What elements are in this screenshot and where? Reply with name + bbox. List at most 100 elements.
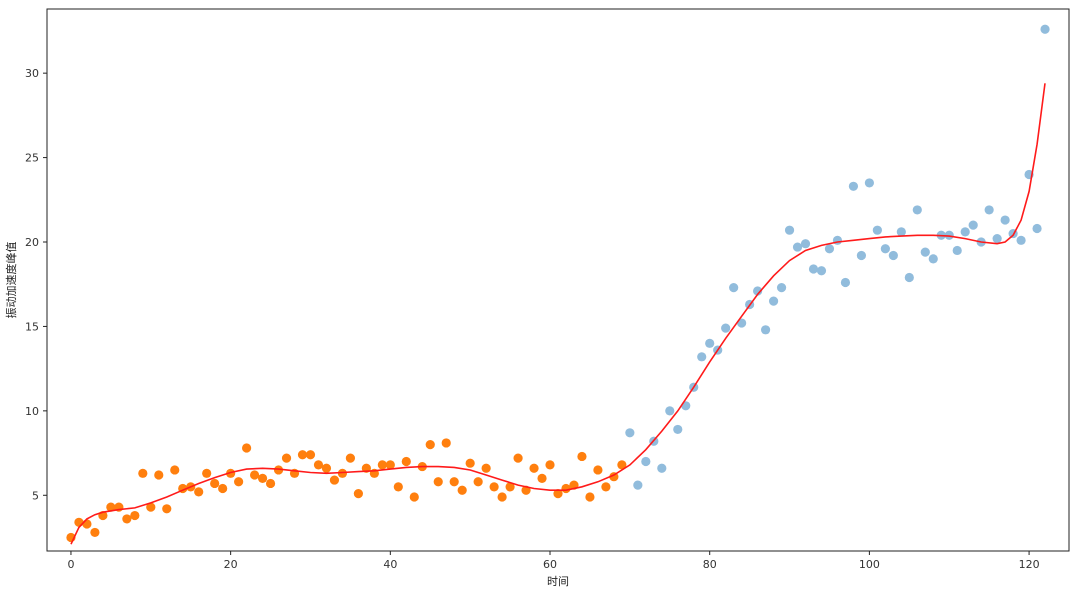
orange-point <box>90 527 100 538</box>
blue-point <box>824 244 835 254</box>
blue-point <box>968 220 978 230</box>
blue-point <box>944 230 954 240</box>
orange-point <box>154 470 164 480</box>
y-tick-label: 20 <box>25 236 39 249</box>
orange-point <box>441 438 451 448</box>
orange-point <box>473 477 483 487</box>
x-tick-label: 20 <box>224 558 238 571</box>
orange-point <box>529 463 539 473</box>
x-tick-label: 60 <box>543 558 557 571</box>
x-axis-label: 时间 <box>547 575 569 588</box>
orange-scatter-series <box>66 438 627 543</box>
blue-point <box>960 227 970 237</box>
y-axis-label: 振动加速度峰值 <box>4 242 18 319</box>
orange-point <box>425 440 435 450</box>
blue-point <box>1000 215 1010 225</box>
axes-frame <box>46 8 1070 552</box>
blue-point <box>776 282 787 293</box>
orange-point <box>226 468 236 478</box>
orange-point <box>377 460 387 470</box>
orange-point <box>82 519 92 529</box>
blue-point <box>864 178 874 188</box>
orange-point <box>297 450 308 460</box>
orange-point <box>345 453 356 463</box>
orange-point <box>601 482 611 492</box>
orange-point <box>234 477 244 487</box>
fit-line <box>70 83 1046 545</box>
orange-point <box>337 468 348 478</box>
x-axis: 0 20 40 60 80 100 120 <box>67 551 1040 571</box>
blue-point <box>808 264 819 274</box>
y-tick-label: 15 <box>25 320 39 333</box>
x-tick-label: 100 <box>859 558 880 571</box>
x-tick-label: 40 <box>383 558 397 571</box>
orange-point <box>505 482 515 492</box>
blue-point <box>1016 235 1026 245</box>
blue-point <box>832 235 843 245</box>
orange-point <box>162 504 172 514</box>
blue-point <box>880 244 890 254</box>
orange-point <box>130 510 140 521</box>
orange-point <box>577 451 587 462</box>
blue-point <box>856 250 867 261</box>
orange-point <box>409 492 419 502</box>
blue-point <box>729 282 739 293</box>
orange-point <box>257 473 268 483</box>
y-axis: 5 10 15 20 25 30 <box>25 67 47 502</box>
orange-point <box>249 470 260 480</box>
orange-point <box>401 456 411 467</box>
orange-point <box>537 473 547 483</box>
blue-point <box>928 254 938 264</box>
blue-point <box>888 250 898 261</box>
orange-point <box>273 465 284 475</box>
blue-point <box>792 242 803 252</box>
blue-point <box>721 323 731 333</box>
orange-point <box>313 460 324 470</box>
orange-point <box>74 517 84 527</box>
orange-point <box>617 460 627 470</box>
blue-point <box>848 181 859 191</box>
orange-point <box>513 453 523 463</box>
y-tick-label: 10 <box>25 405 39 418</box>
orange-point <box>481 463 491 473</box>
y-tick-label: 25 <box>25 152 39 165</box>
orange-point <box>545 460 555 470</box>
orange-point <box>305 450 316 460</box>
orange-point <box>393 482 403 492</box>
orange-point <box>385 460 395 470</box>
blue-point <box>872 225 882 235</box>
orange-point <box>553 488 563 499</box>
blue-point <box>1040 24 1050 34</box>
blue-point <box>625 428 635 438</box>
blue-scatter-series <box>625 24 1050 490</box>
orange-point <box>465 458 475 468</box>
orange-point <box>281 453 292 463</box>
blue-point <box>784 225 795 235</box>
orange-point <box>321 463 332 473</box>
orange-point <box>265 478 276 489</box>
orange-point <box>593 465 603 475</box>
orange-point <box>194 487 204 497</box>
orange-point <box>497 492 507 502</box>
blue-point <box>992 234 1002 244</box>
x-tick-label: 0 <box>67 558 74 571</box>
blue-point <box>800 239 811 249</box>
orange-point <box>106 502 116 512</box>
orange-point <box>146 502 156 512</box>
blue-point <box>896 227 906 237</box>
orange-point <box>138 468 148 478</box>
blue-point <box>768 296 779 306</box>
blue-point <box>705 338 715 348</box>
orange-point <box>329 475 340 485</box>
x-tick-label: 80 <box>703 558 717 571</box>
blue-point <box>665 406 675 416</box>
orange-point <box>433 477 443 487</box>
x-tick-label: 120 <box>1019 558 1040 571</box>
orange-point <box>457 485 467 495</box>
orange-point <box>202 468 212 478</box>
orange-point <box>585 492 595 502</box>
blue-point <box>984 205 994 215</box>
orange-point <box>170 465 180 475</box>
orange-point <box>210 478 220 489</box>
